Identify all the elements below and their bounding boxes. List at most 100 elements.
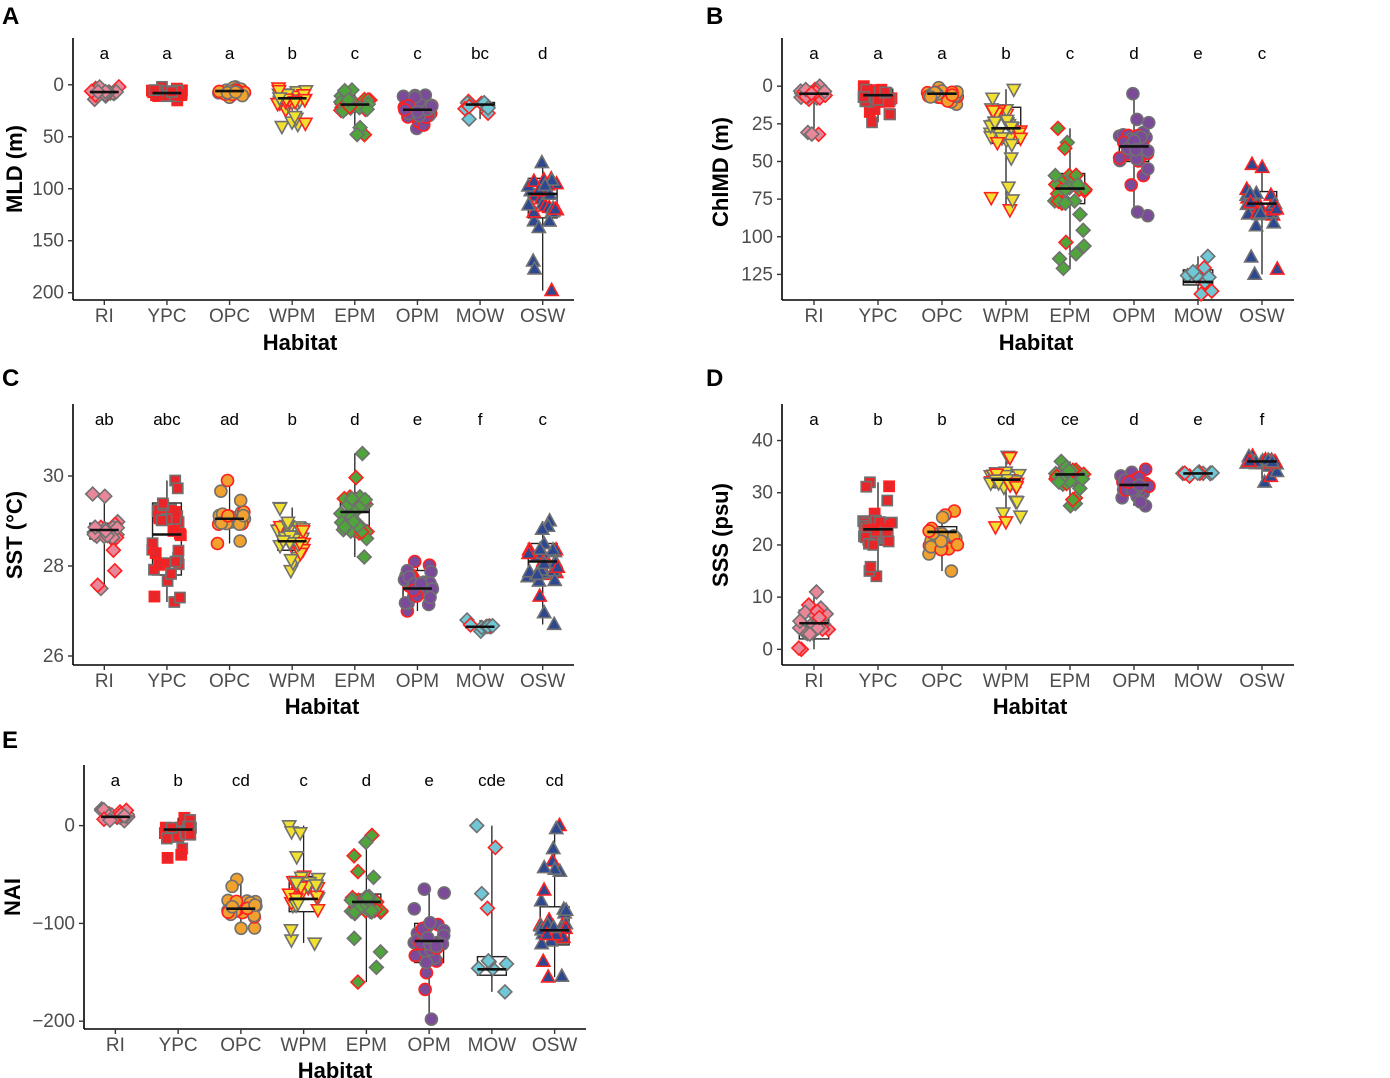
data-point [549,558,566,574]
data-point [1112,151,1127,165]
x-tick-label: OPC [209,306,250,327]
x-tick-label: EPM [346,1035,387,1056]
x-tick-label: MOW [468,1035,517,1056]
data-point [536,604,553,619]
data-point [866,116,878,129]
data-point [279,516,296,531]
y-tick-label: 75 [752,189,773,210]
y-tick-label: 50 [752,151,773,172]
significance-letter: c [1066,44,1075,63]
data-point [175,848,188,861]
data-point [536,881,553,896]
data-point [1265,214,1282,229]
panel-a: A 0 50 100 150 200 MLD (m) Habitat RI a YPC a OPC a WP… [2,3,574,355]
x-tick-label: YPC [147,671,186,692]
significance-letter: ce [1061,410,1079,429]
data-point [292,827,309,842]
data-point [271,84,287,100]
data-point [1049,120,1066,137]
data-point [349,974,366,991]
data-point [306,937,323,952]
data-point [1001,451,1018,467]
data-point [808,583,825,600]
data-point [344,490,361,507]
data-point [997,516,1014,531]
significance-letter: a [111,771,121,790]
x-tick-label: WPM [269,306,315,327]
x-tick-label: MOW [1174,671,1223,692]
data-point [546,571,563,587]
x-tick-label: MOW [1174,306,1223,327]
x-tick-label: OPM [407,1035,450,1056]
data-point [944,564,959,578]
box-group-osw [1238,155,1286,281]
x-axis-title: Habitat [993,694,1068,719]
data-point [96,488,113,505]
panel-letter: B [706,3,723,30]
significance-letter: bc [471,44,489,63]
box-group-ri [792,78,834,143]
data-point [87,519,104,536]
data-point [106,562,123,579]
significance-letter: f [478,410,483,429]
data-point [537,176,553,192]
x-tick-label: YPC [147,306,186,327]
data-point [540,968,557,983]
box-group-opc [920,80,965,112]
panel-letter: D [706,365,723,392]
data-point [349,863,366,880]
data-point [791,613,808,630]
data-point [864,560,877,573]
significance-letter: cd [997,410,1015,429]
data-point [487,839,504,856]
data-point [1056,140,1073,157]
data-point [418,982,432,997]
significance-letter: a [873,44,883,63]
data-point [535,952,552,968]
significance-letter: b [287,410,296,429]
data-point [271,502,288,517]
significance-letter: a [809,44,819,63]
data-point [803,126,820,143]
box-group-epm [332,81,378,143]
y-axis-title: NAI [0,878,25,916]
data-point [532,540,548,556]
data-point [424,564,438,579]
y-tick-label: 100 [741,227,773,248]
data-point [531,587,548,602]
data-point [1130,112,1144,127]
data-point [546,615,563,631]
x-tick-label: MOW [456,306,505,327]
data-point [1001,204,1018,219]
data-point [308,879,324,894]
data-point [417,882,432,896]
box-group-epm [1047,453,1092,514]
data-point [533,892,550,907]
data-point [547,200,564,215]
significance-letter: b [937,410,946,429]
data-point [1243,248,1260,263]
data-point [790,640,807,657]
box-group-ri [790,583,837,658]
x-tick-label: RI [805,671,824,692]
x-tick-label: MOW [456,671,505,692]
data-point [146,537,159,550]
data-point [498,955,515,972]
data-point [539,925,555,941]
data-point [286,110,303,126]
significance-letter: d [350,410,359,429]
data-point [165,568,177,580]
data-point [357,834,374,851]
y-tick-label: 0 [762,639,773,660]
panel-letter: A [2,3,19,30]
box-group-mow [456,93,497,128]
data-point [520,196,537,211]
data-point [989,136,1006,152]
y-tick-label: 200 [32,283,64,304]
data-point [424,1012,439,1027]
data-point [309,903,326,919]
data-point [1003,152,1020,167]
significance-letter: abc [153,410,181,429]
data-point [1050,474,1067,491]
